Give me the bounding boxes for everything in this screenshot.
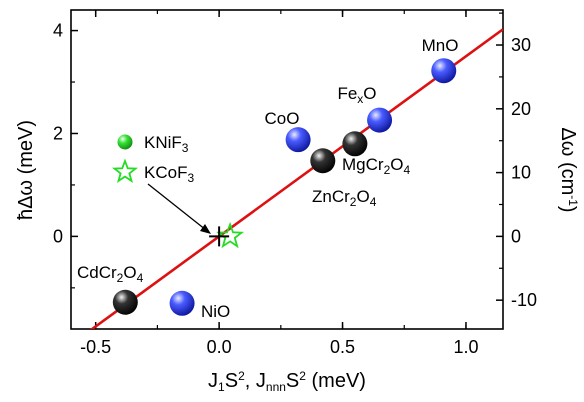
y-right-axis-label-part: ) <box>557 206 579 213</box>
legend-knif3-label: KNiF3 <box>144 133 189 155</box>
x-tick-label: 0.5 <box>330 337 355 357</box>
legend-knif3-marker <box>117 134 133 150</box>
label-fexo: FexO <box>337 84 376 106</box>
pointer-arrow-head <box>200 224 211 234</box>
y-right-tick-label: 20 <box>511 99 531 119</box>
label-mgcr2o4: MgCr2O4 <box>342 155 410 177</box>
data-points <box>112 58 457 316</box>
label-nio: NiO <box>201 302 230 321</box>
label-mgcr2o4-part: O <box>390 155 403 174</box>
label-zncr2o4-part: ZnCr <box>312 187 350 206</box>
legend-kcof3-label-part: 3 <box>187 171 194 185</box>
label-mno-part: MnO <box>422 36 459 55</box>
point-mgcr2o4 <box>342 131 368 157</box>
legend-kcof3-label: KCoF3 <box>144 163 194 185</box>
y-right-axis-label-group: Δω (cm-1) <box>557 127 580 212</box>
y-left-tick-label: 2 <box>53 123 63 143</box>
x-axis-label-part: S <box>286 370 299 392</box>
y-left-axis-label: ħΔω (meV) <box>15 120 37 220</box>
x-axis-label-part: (meV) <box>306 370 366 392</box>
label-cdcr2o4: CdCr2O4 <box>77 263 144 285</box>
label-fexo-part: O <box>363 84 376 103</box>
point-mno <box>431 58 457 84</box>
x-axis-label-part: 2 <box>238 369 245 383</box>
legend-kcof3-label-part: KCoF <box>144 163 187 182</box>
point-cdcr2o4 <box>112 289 138 315</box>
y-right-tick-label: 10 <box>511 163 531 183</box>
y-right-tick-label: -10 <box>511 290 537 310</box>
y-right-tick-label: 0 <box>511 226 521 246</box>
label-cdcr2o4-part: O <box>123 263 136 282</box>
x-axis-label: J1S2, JnnnS2 (meV) <box>208 369 366 394</box>
y-right-tick-label: 30 <box>511 35 531 55</box>
y-right-axis-label-part: -1 <box>566 195 580 206</box>
label-zncr2o4: ZnCr2O4 <box>312 187 377 209</box>
x-axis-label-part: nnn <box>266 380 286 394</box>
point-coo <box>285 127 311 153</box>
label-mgcr2o4-part: 2 <box>384 163 391 177</box>
label-mno: MnO <box>422 36 459 55</box>
label-coo-part: CoO <box>265 109 300 128</box>
y-right-axis-label-part: Δω (cm <box>557 127 579 195</box>
label-fexo-part: x <box>357 92 363 106</box>
x-axis-label-part: S <box>225 370 238 392</box>
point-fexo <box>367 107 393 133</box>
label-zncr2o4-part: 4 <box>370 195 377 209</box>
label-cdcr2o4-part: CdCr <box>77 263 117 282</box>
plot-frame <box>70 9 504 330</box>
y-left-tick-label: 0 <box>53 226 63 246</box>
label-zncr2o4-part: O <box>356 187 369 206</box>
pointer-arrow-line <box>147 183 207 231</box>
point-zncr2o4 <box>310 148 336 174</box>
x-tick-label: 0.0 <box>207 337 232 357</box>
fit-line <box>89 28 503 329</box>
y-right-axis-label: Δω (cm-1) <box>557 127 580 212</box>
label-cdcr2o4-part: 4 <box>137 271 144 285</box>
point-kcof3 <box>216 221 244 249</box>
legend-knif3-label-part: KNiF <box>144 133 182 152</box>
label-nio-part: NiO <box>201 302 230 321</box>
label-zncr2o4-part: 2 <box>350 195 357 209</box>
label-mgcr2o4-part: 4 <box>403 163 410 177</box>
axis-titles: J1S2, JnnnS2 (meV)ħΔω (meV) Δω (cm-1) <box>15 120 580 394</box>
y-left-tick-label: 4 <box>53 21 63 41</box>
x-tick-label: 1.0 <box>453 337 478 357</box>
x-tick-label: -0.5 <box>80 337 111 357</box>
label-fexo-part: Fe <box>337 84 357 103</box>
label-mgcr2o4-part: MgCr <box>342 155 384 174</box>
label-cdcr2o4-part: 2 <box>117 271 124 285</box>
x-axis-label-part: 2 <box>299 369 306 383</box>
x-axis-label-part: 1 <box>218 380 225 394</box>
x-axis-label-part: J <box>208 370 218 392</box>
legend-kcof3-marker <box>112 158 138 183</box>
label-coo: CoO <box>265 109 300 128</box>
fit-line-group <box>89 28 503 329</box>
x-axis-label-part: , J <box>245 370 266 392</box>
point-nio <box>169 290 195 316</box>
legend-knif3-label-part: 3 <box>182 141 189 155</box>
